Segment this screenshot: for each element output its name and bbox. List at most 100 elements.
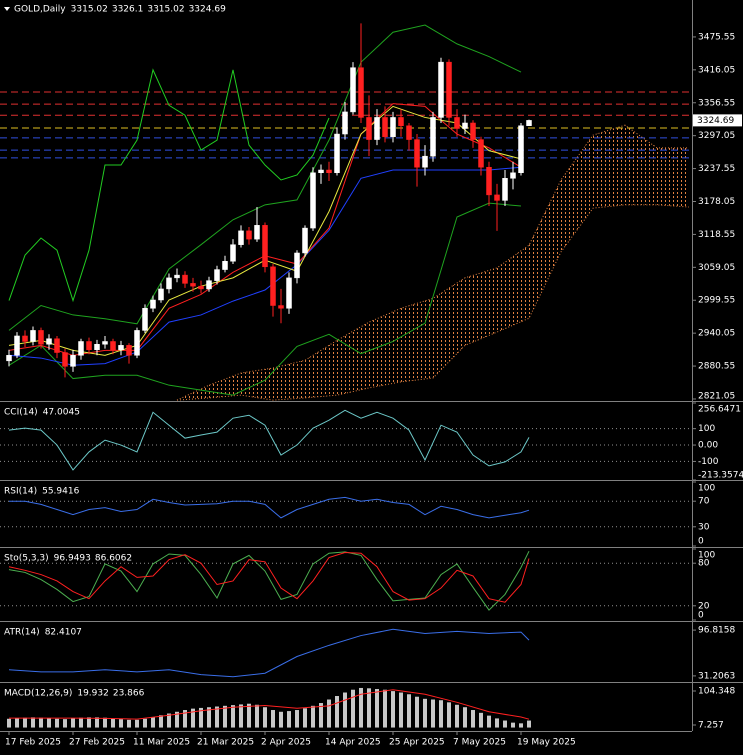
y-tick-label: 7.257: [698, 720, 724, 730]
y-tick-label: 2999.55: [698, 296, 735, 306]
candle-body: [78, 341, 84, 356]
histogram-bar: [367, 688, 371, 728]
histogram-bar: [263, 707, 267, 728]
y-tick-label: 80: [698, 559, 710, 569]
histogram-bar: [135, 719, 139, 728]
candle-body: [446, 61, 452, 118]
histogram-bar: [15, 718, 19, 728]
histogram-bar: [159, 715, 163, 728]
indicator-line: [8, 409, 530, 471]
histogram-bar: [239, 704, 243, 728]
histogram-bar: [167, 713, 171, 728]
candle-body: [278, 305, 284, 309]
candle-body: [222, 261, 228, 270]
panel-title: Sto(5,3,3): [4, 554, 49, 564]
histogram-bar: [495, 718, 499, 728]
histogram-bar: [143, 718, 147, 728]
candle-body: [510, 172, 516, 179]
candle-body: [294, 252, 300, 279]
y-tick-label: 3297.05: [698, 131, 735, 141]
x-tick-label: 14 Apr 2025: [325, 738, 381, 748]
candle-body: [182, 274, 188, 284]
candle-body: [54, 338, 60, 353]
histogram-bar: [487, 715, 491, 728]
histogram-bar: [295, 710, 299, 728]
histogram-bar: [351, 689, 355, 728]
indicator-line: [8, 68, 330, 303]
candle-body: [262, 225, 268, 268]
candle-body: [46, 338, 52, 345]
candle-body: [390, 117, 396, 138]
y-tick-label: 70: [698, 497, 710, 507]
y-tick-label: -213.3574: [698, 471, 743, 481]
histogram-bar: [183, 710, 187, 728]
histogram-bar: [527, 720, 531, 728]
candle-body: [406, 125, 412, 140]
x-tick-label: 17 Feb 2025: [5, 738, 61, 748]
candle-body: [214, 269, 220, 281]
x-tick-label: 7 May 2025: [453, 738, 506, 748]
y-tick-label: 3178.05: [698, 197, 735, 207]
histogram-bar: [503, 720, 507, 728]
histogram-bar: [199, 707, 203, 728]
y-tick-label: 2880.55: [698, 362, 735, 372]
histogram-bar: [343, 692, 347, 728]
histogram-bar: [39, 717, 43, 728]
candle-body: [158, 288, 164, 301]
x-tick-label: 11 Mar 2025: [133, 738, 190, 748]
price-label: 3324.69: [697, 116, 734, 126]
histogram-bar: [327, 699, 331, 728]
histogram-bar: [423, 698, 427, 728]
candle-body: [334, 133, 340, 174]
candle-body: [86, 341, 92, 351]
candle-body: [126, 345, 132, 356]
x-tick-label: 25 Apr 2025: [389, 738, 445, 748]
panel-title: ATR(14): [4, 628, 40, 638]
candle-body: [526, 120, 532, 126]
candle-body: [310, 172, 316, 229]
candle-body: [398, 117, 404, 126]
candle-body: [246, 230, 252, 240]
histogram-bar: [375, 689, 379, 728]
histogram-bar: [47, 718, 51, 728]
histogram-bar: [335, 696, 339, 728]
histogram-bar: [63, 719, 67, 728]
candle-body: [134, 330, 140, 356]
panel-value: 82.4107: [45, 628, 82, 638]
y-tick-label: 3416.05: [698, 65, 735, 75]
panel-value: 3315.02: [147, 5, 184, 15]
histogram-bar: [255, 704, 259, 728]
candle-body: [198, 285, 204, 290]
candle-body: [342, 111, 348, 135]
candle-body: [254, 225, 260, 240]
panel-value: 19.932: [77, 689, 109, 699]
candle-body: [366, 117, 372, 140]
histogram-bar: [279, 711, 283, 728]
histogram-bar: [191, 708, 195, 728]
x-tick-label: 27 Feb 2025: [69, 738, 125, 748]
candle-body: [22, 335, 28, 342]
candle-body: [110, 341, 116, 351]
candle-body: [470, 122, 476, 140]
y-tick-label: 20: [698, 601, 710, 611]
candle-body: [190, 283, 196, 287]
cloud-area: [177, 125, 689, 401]
y-tick-label: 0: [698, 537, 704, 547]
candle-body: [454, 117, 460, 129]
candle-body: [14, 335, 20, 356]
histogram-bar: [127, 719, 131, 728]
candle-body: [150, 299, 156, 309]
candle-body: [438, 61, 444, 118]
y-tick-label: 100: [698, 424, 715, 434]
candle-body: [206, 280, 212, 290]
candle-body: [286, 277, 292, 309]
candle-body: [238, 230, 244, 245]
panel-value: 47.0045: [43, 408, 80, 418]
histogram-bar: [463, 707, 467, 728]
candle-body: [6, 355, 12, 362]
candle-body: [414, 139, 420, 168]
candle-body: [94, 343, 100, 351]
y-tick-label: 30: [698, 522, 710, 532]
y-tick-label: 3118.55: [698, 230, 735, 240]
